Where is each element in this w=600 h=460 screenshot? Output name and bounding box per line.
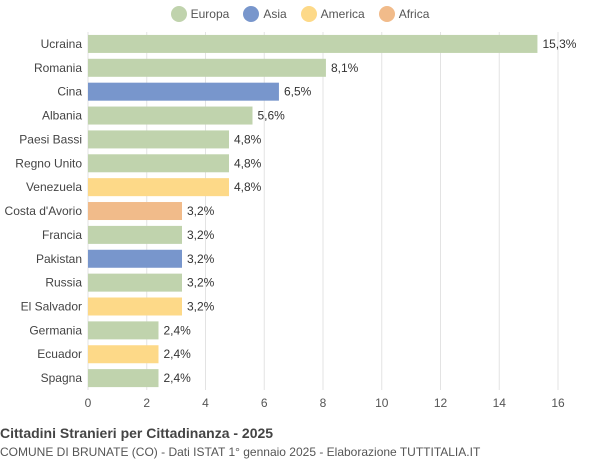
legend-swatch [378,6,395,22]
category-label: Francia [42,228,82,242]
bar [88,249,182,268]
data-label: 2,4% [164,371,192,385]
category-label: Albania [42,109,82,123]
data-label: 2,4% [164,347,192,361]
data-label: 4,8% [234,156,262,170]
bar [88,154,229,173]
legend-item-asia: Asia [243,6,287,22]
chart-title: Cittadini Stranieri per Cittadinanza - 2… [0,425,274,441]
data-label: 15,3% [542,37,576,51]
bar [88,273,182,292]
bar [88,297,182,316]
category-label: Costa d'Avorio [5,204,83,218]
data-label: 8,1% [331,61,359,75]
category-label: Regno Unito [15,156,82,170]
data-label: 2,4% [164,323,192,337]
category-label: Ecuador [37,347,82,361]
category-label: El Salvador [21,300,82,314]
bar [88,225,182,244]
data-label: 4,8% [234,132,262,146]
bar [88,82,279,101]
category-label: Russia [45,276,82,290]
data-label: 6,5% [284,85,312,99]
data-label: 3,2% [187,252,215,266]
category-label: Ucraina [41,37,83,51]
bar [88,106,253,125]
category-label: Paesi Bassi [19,132,82,146]
legend-label: America [320,7,365,21]
data-label: 4,8% [234,180,262,194]
category-label: Pakistan [36,252,82,266]
legend-swatch [300,6,317,22]
x-tick-label: 14 [493,396,507,410]
legend-item-africa: Africa [378,6,430,22]
x-tick-label: 4 [202,396,209,410]
x-tick-label: 2 [143,396,150,410]
category-label: Cina [57,85,82,99]
x-tick-label: 6 [261,396,268,410]
legend-label: Europa [190,7,230,21]
bar [88,130,229,149]
category-label: Venezuela [26,180,82,194]
category-label: Spagna [41,371,83,385]
bar [88,369,159,388]
legend: Europa Asia America Africa [0,6,600,22]
legend-swatch [243,6,260,22]
bar [88,58,326,77]
legend-label: Africa [398,7,430,21]
x-tick-label: 16 [551,396,565,410]
x-tick-label: 12 [434,396,448,410]
chart-subtitle: COMUNE DI BRUNATE (CO) - Dati ISTAT 1° g… [0,445,481,459]
data-label: 3,2% [187,300,215,314]
x-tick-label: 10 [375,396,389,410]
legend-item-europa: Europa [170,6,230,22]
x-tick-label: 8 [320,396,327,410]
legend-item-america: America [300,6,365,22]
bar [88,34,538,53]
bar-chart: 0 2 4 6 8 10 12 14 16 Ucraina 15,3% Romania 8,1% Cina… [5,32,577,410]
legend-swatch [170,6,187,22]
data-label: 5,6% [258,109,286,123]
data-label: 3,2% [187,228,215,242]
bar [88,202,182,221]
category-label: Germania [29,323,82,337]
category-label: Romania [34,61,82,75]
bar [88,321,159,340]
legend-label: Asia [263,7,287,21]
data-label: 3,2% [187,276,215,290]
x-tick-label: 0 [85,396,92,410]
bar [88,345,159,364]
bar [88,178,229,197]
data-label: 3,2% [187,204,215,218]
